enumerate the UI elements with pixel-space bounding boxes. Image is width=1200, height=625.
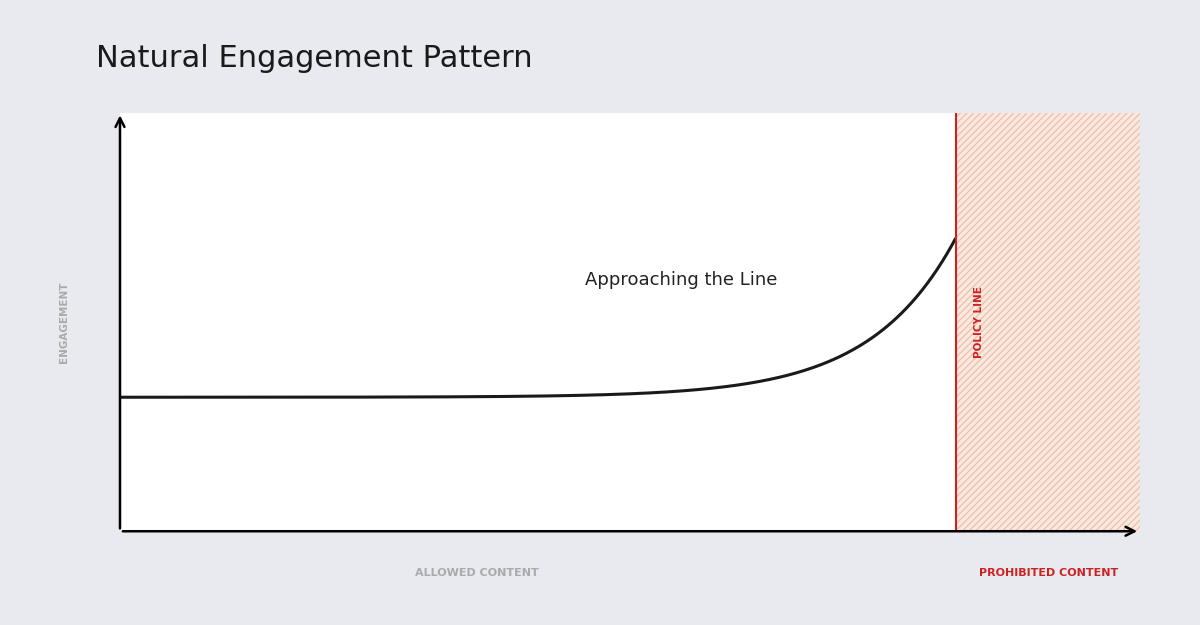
Text: Natural Engagement Pattern: Natural Engagement Pattern (96, 44, 533, 72)
Bar (956, 112, 1140, 531)
Text: Approaching the Line: Approaching the Line (584, 271, 778, 289)
Text: ALLOWED CONTENT: ALLOWED CONTENT (415, 568, 539, 578)
Text: POLICY LINE: POLICY LINE (974, 286, 984, 357)
Text: ENGAGEMENT: ENGAGEMENT (59, 281, 68, 362)
Bar (956, 112, 1140, 531)
Text: PROHIBITED CONTENT: PROHIBITED CONTENT (978, 568, 1118, 578)
